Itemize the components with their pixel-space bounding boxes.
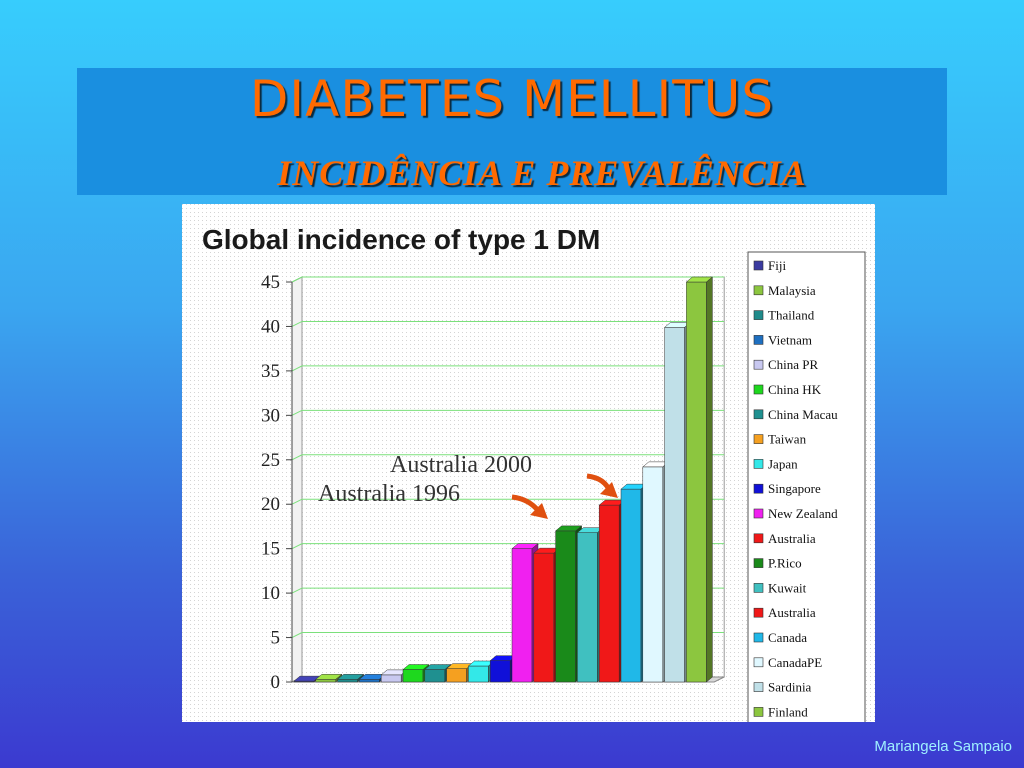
y-tick-label: 15 (261, 539, 280, 560)
y-tick-label: 40 (261, 316, 280, 337)
legend-label: Fiji (768, 258, 786, 273)
gridline (291, 498, 725, 505)
legend-swatch (753, 459, 764, 469)
legend-label: China HK (768, 382, 822, 397)
slide-title: DIABETES MELLITUS (249, 70, 775, 128)
gridline (291, 454, 725, 461)
legend-label: Finland (768, 704, 808, 719)
incidence-chart: Global incidence of type 1 DM 0 5 10 15 20 25… (182, 204, 875, 732)
legend-label: Taiwan (768, 432, 807, 447)
bar (446, 668, 467, 683)
y-tick-label: 5 (271, 628, 281, 649)
bar (468, 665, 489, 683)
y-tick-label: 30 (261, 405, 280, 426)
bar (577, 532, 598, 683)
bar (489, 660, 511, 683)
legend-label: Australia (768, 531, 816, 546)
bar (402, 669, 424, 683)
legend-label: P.Rico (768, 556, 802, 571)
y-tick-label: 25 (261, 450, 280, 471)
legend-swatch (753, 285, 764, 296)
legend-swatch (753, 607, 764, 618)
bar (511, 548, 533, 683)
legend-swatch (753, 657, 764, 668)
legend-swatch (753, 434, 764, 444)
author-footer: Mariangela Sampaio (874, 738, 1012, 755)
legend-swatch (753, 508, 764, 519)
legend-box (747, 251, 866, 732)
y-tick-label: 45 (261, 272, 280, 293)
gridline (291, 409, 725, 416)
bar (359, 679, 380, 683)
chart-panel: Global incidence of type 1 DM 0 5 10 15 20 25… (182, 204, 875, 732)
legend-swatch (753, 384, 764, 395)
y-tick-label: 35 (261, 361, 280, 382)
legend-swatch (753, 310, 764, 320)
y-tick-label: 0 (271, 672, 281, 693)
bar (598, 504, 620, 683)
legend-swatch (753, 558, 764, 568)
legend-label: Singapore (768, 481, 821, 496)
gridline (291, 320, 725, 327)
slide-subtitle: INCIDÊNCIA E PREVALÊNCIA (277, 153, 807, 193)
legend-swatch (753, 632, 764, 643)
bar (380, 674, 402, 683)
legend-swatch (753, 533, 764, 544)
bar (686, 281, 707, 683)
legend-swatch (753, 483, 764, 494)
title-band: DIABETES MELLITUS INCIDÊNCIA E PREVALÊNC… (77, 68, 947, 195)
legend-label: New Zealand (768, 506, 838, 521)
legend-label: Australia (768, 605, 816, 620)
gridline (291, 365, 725, 372)
annotation-arrow-head (530, 503, 548, 519)
legend-label: Sardinia (768, 680, 812, 695)
legend-label: China Macau (768, 407, 838, 422)
legend-swatch (753, 359, 764, 370)
legend-label: Japan (768, 456, 798, 471)
gridline (291, 276, 725, 283)
bar (555, 530, 576, 683)
bar (620, 488, 642, 683)
annotation-label: Australia 2000 (390, 452, 532, 478)
y-tick-label: 10 (261, 583, 280, 604)
bar (664, 327, 685, 683)
legend-swatch (753, 707, 764, 717)
bar (337, 679, 358, 683)
legend-label: Kuwait (768, 580, 807, 595)
legend-swatch (753, 409, 764, 420)
annotation-arrow-head (600, 482, 618, 498)
legend-swatch (753, 260, 764, 271)
chart-title: Global incidence of type 1 DM (202, 224, 600, 255)
legend-swatch (753, 583, 764, 593)
legend-label: Vietnam (768, 332, 812, 347)
legend-label: Canada (768, 630, 807, 645)
legend-label: CanadaPE (768, 655, 822, 670)
legend-label: Malaysia (768, 283, 816, 298)
legend-swatch (753, 682, 764, 692)
y-tick-label: 20 (261, 494, 280, 515)
legend-swatch (753, 335, 764, 345)
side-wall (291, 276, 303, 683)
bar (424, 669, 446, 683)
legend-label: Thailand (768, 308, 815, 323)
bar-side (706, 276, 713, 683)
bar (642, 466, 664, 683)
annotation-label: Australia 1996 (318, 481, 460, 507)
bar (315, 679, 337, 683)
legend-label: China PR (768, 357, 819, 372)
bar (533, 552, 555, 683)
